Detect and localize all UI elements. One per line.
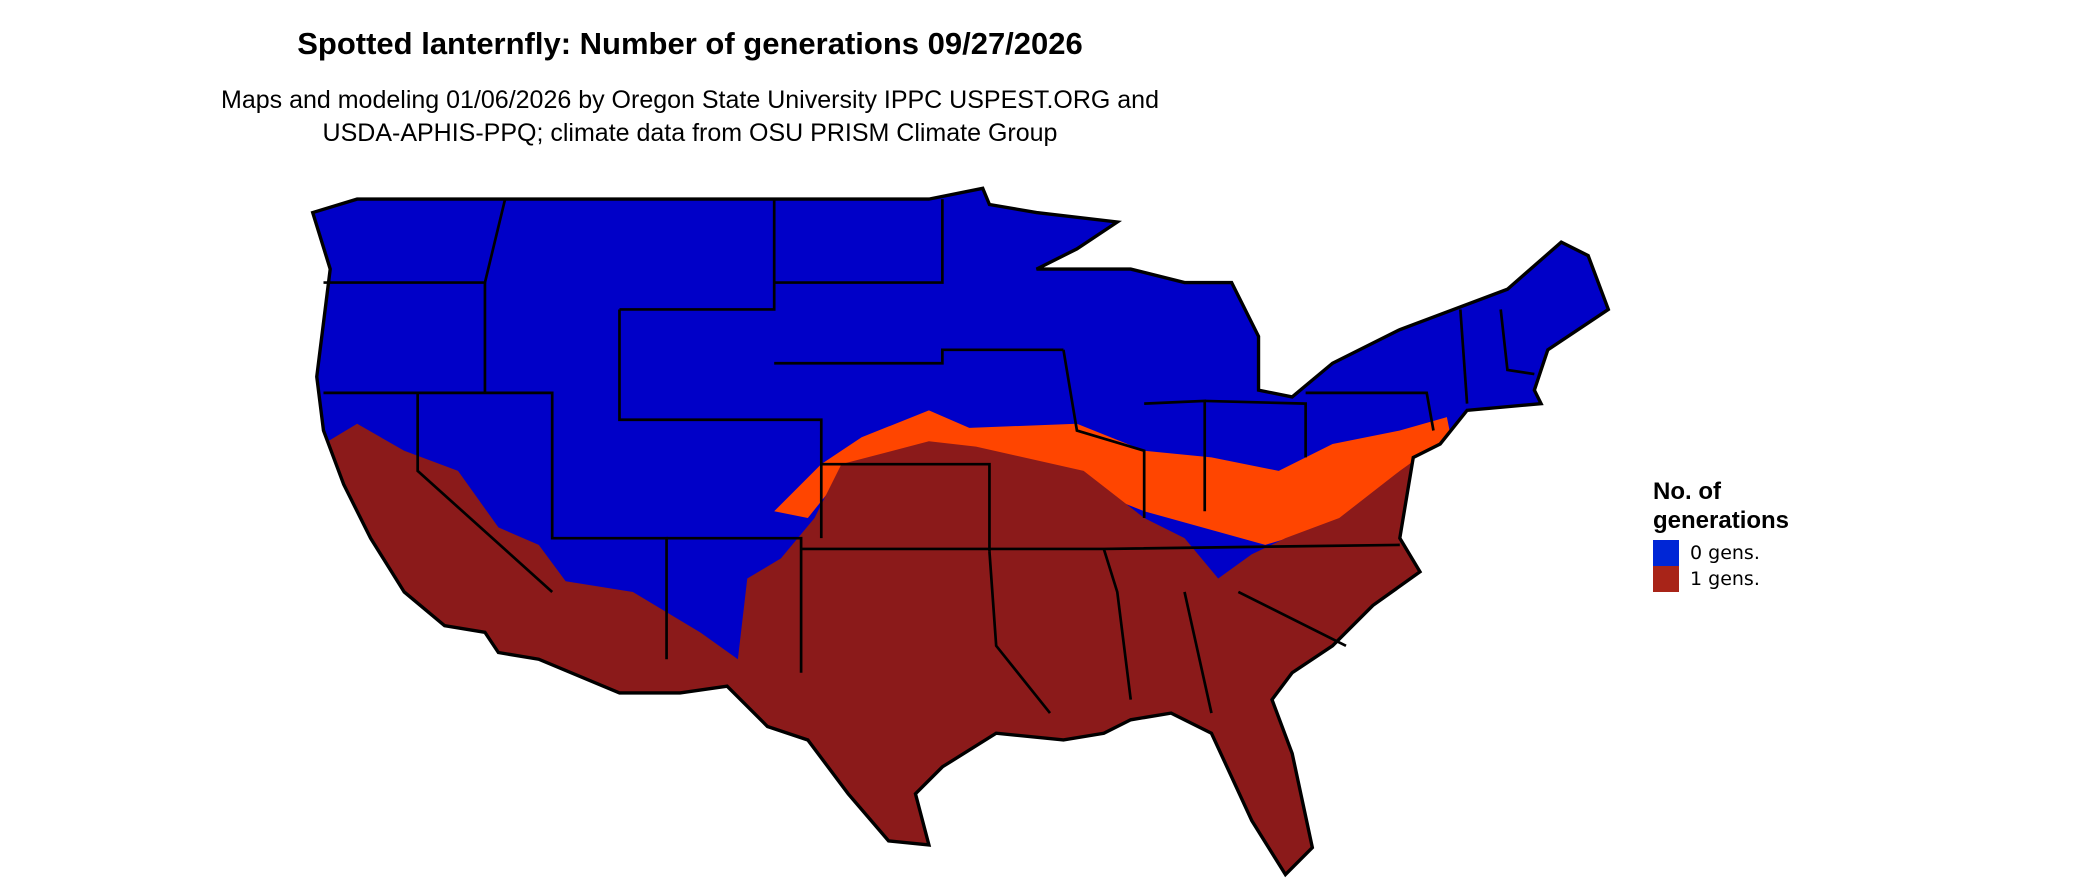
legend-item-0-gens: 0 gens. [1653,540,1789,566]
legend-label: 0 gens. [1690,542,1760,564]
map-subtitle: Maps and modeling 01/06/2026 by Oregon S… [0,84,1380,150]
subtitle-line-2: USDA-APHIS-PPQ; climate data from OSU PR… [322,119,1058,147]
legend-title: No. of generations [1653,477,1789,535]
legend-title-line-1: No. of [1653,478,1721,505]
legend-swatch [1653,566,1679,592]
map-title: Spotted lanternfly: Number of generation… [297,26,1083,61]
legend-item-1-gens: 1 gens. [1653,566,1789,592]
state-borders [323,198,1535,714]
legend-label: 1 gens. [1690,568,1760,590]
legend-title-line-2: generations [1653,507,1790,534]
map-legend: No. of generations 0 gens. 1 gens. [1653,477,1789,592]
subtitle-line-1: Maps and modeling 01/06/2026 by Oregon S… [221,86,1159,114]
legend-swatch [1653,540,1679,566]
